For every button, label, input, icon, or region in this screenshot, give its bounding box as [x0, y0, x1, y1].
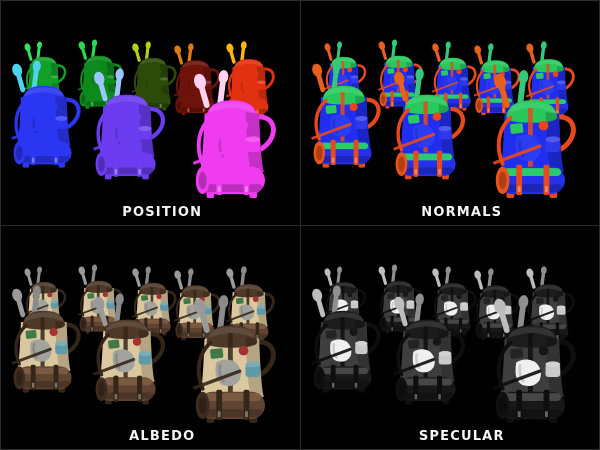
- specular-pass-render: [301, 262, 600, 450]
- pass-label-normals: NORMALS: [421, 204, 503, 220]
- specular-pass-panel: SPECULAR: [300, 225, 600, 450]
- pass-label-albedo: ALBEDO: [129, 429, 196, 444]
- albedo-pass-panel: ALBEDO: [1, 225, 300, 450]
- position-pass-panel: POSITION: [1, 1, 300, 225]
- normals-pass-render: [301, 37, 600, 225]
- normals-pass-panel: NORMALS: [300, 1, 600, 225]
- position-pass-render: [1, 37, 300, 225]
- pass-label-position: POSITION: [122, 204, 203, 220]
- albedo-pass-render: [1, 262, 300, 450]
- pass-label-specular: SPECULAR: [418, 429, 505, 444]
